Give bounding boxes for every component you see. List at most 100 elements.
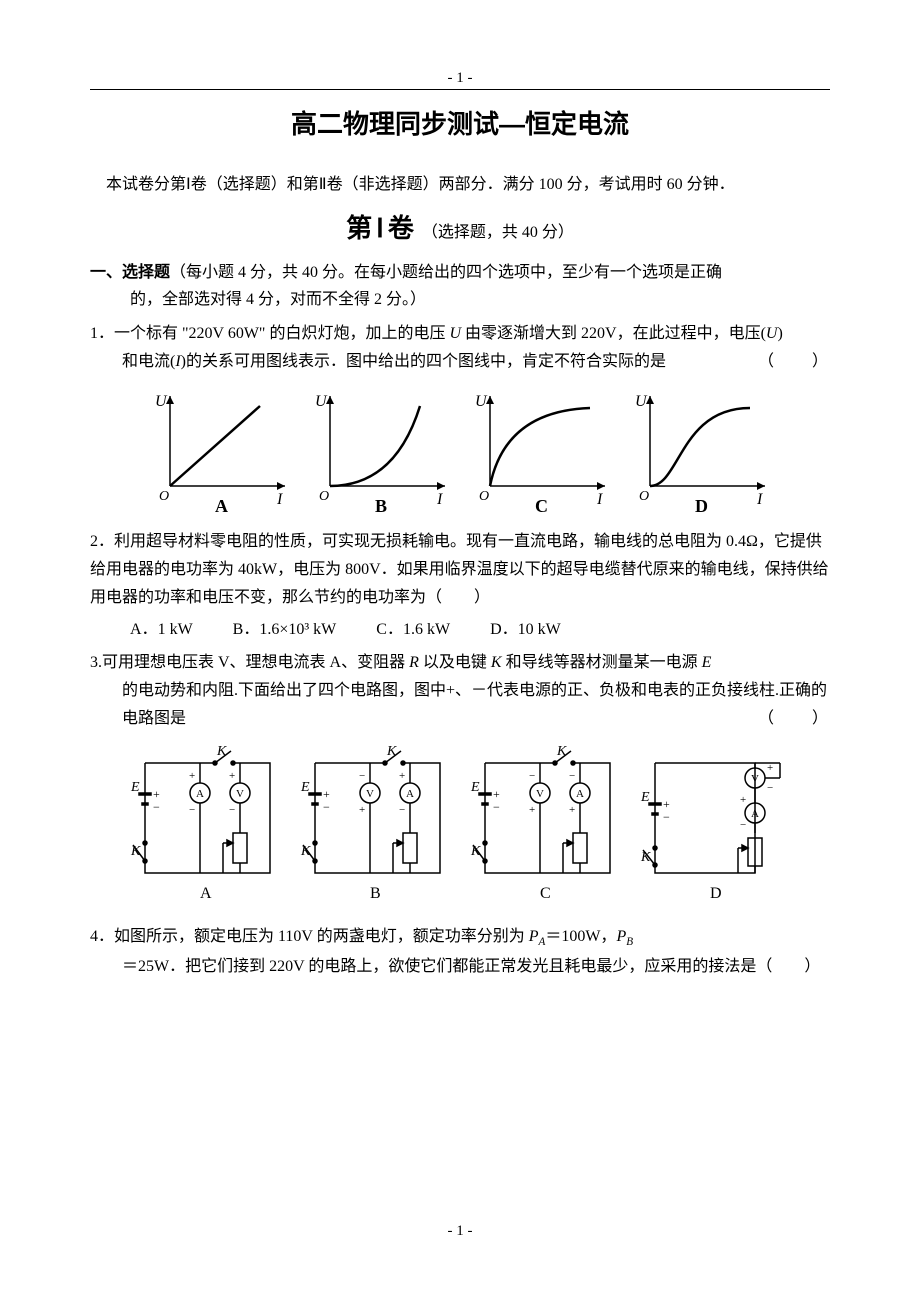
svg-text:+: + bbox=[189, 770, 195, 782]
q2-opt-b: B．1.6×10³ kW bbox=[233, 616, 337, 643]
q3-circuit-a: E +− K K A V +− +− A bbox=[125, 743, 285, 903]
mc-heading-line2: 的，全部选对得 4 分，对而不全得 2 分。） bbox=[90, 286, 830, 313]
svg-text:+: + bbox=[767, 762, 773, 774]
header-rule bbox=[90, 89, 830, 90]
svg-text:O: O bbox=[319, 489, 329, 504]
q1-text-d: )的关系可用图线表示．图中给出的四个图线中，肯定不符合实际的是 bbox=[181, 353, 666, 370]
svg-text:K: K bbox=[556, 744, 567, 759]
svg-text:+: + bbox=[569, 804, 575, 816]
q3-text-d: 的电动势和内阻.下面给出了四个电路图，图中+、－代表电源的正、负极和电表的正负接… bbox=[90, 677, 830, 733]
q1-figure-row: U I O A U I O B U I O C U I O D bbox=[90, 386, 830, 516]
svg-text:K: K bbox=[300, 844, 311, 859]
q2-options: A．1 kW B．1.6×10³ kW C．1.6 kW D．10 kW bbox=[90, 616, 830, 643]
svg-text:B: B bbox=[370, 885, 381, 902]
q1-paren: （ ） bbox=[758, 348, 830, 376]
q3-text-c: 和导线等器材测量某一电源 bbox=[502, 654, 702, 671]
svg-text:−: − bbox=[529, 770, 535, 782]
svg-text:−: − bbox=[493, 800, 500, 814]
svg-text:−: − bbox=[359, 770, 365, 782]
q2-opt-c: C．1.6 kW bbox=[376, 616, 450, 643]
section-1-title: 第Ⅰ卷 （选择题，共 40 分） bbox=[90, 208, 830, 245]
svg-text:+: + bbox=[493, 787, 500, 801]
svg-text:V: V bbox=[536, 788, 544, 800]
q3-circuit-d: E +− K V A +− +− D bbox=[635, 743, 795, 903]
q1-text-a: 一个标有 "220V 60W" 的白炽灯炮，加上的电压 bbox=[114, 325, 449, 342]
q3-E: E bbox=[702, 654, 712, 671]
section-1-note: （选择题，共 40 分） bbox=[422, 224, 574, 241]
document-title: 高二物理同步测试—恒定电流 bbox=[90, 104, 830, 141]
mc-heading-line1: （每小题 4 分，共 40 分。在每小题给出的四个选项中，至少有一个选项是正确 bbox=[170, 264, 722, 281]
svg-text:K: K bbox=[640, 850, 651, 865]
q4-text-c: ＝25W．把它们接到 220V 的电路上，欲使它们都能正常发光且耗电最少，应采用… bbox=[90, 953, 830, 981]
svg-text:D: D bbox=[710, 885, 722, 902]
svg-text:A: A bbox=[576, 788, 584, 800]
q3-text-a: 可用理想电压表 V、理想电流表 A、变阻器 bbox=[102, 654, 409, 671]
svg-text:+: + bbox=[740, 794, 746, 806]
q1-U1: U bbox=[449, 325, 461, 342]
q4-text-b: ＝100W， bbox=[545, 928, 616, 945]
svg-text:C: C bbox=[540, 885, 551, 902]
q4-num: 4． bbox=[90, 928, 114, 945]
svg-text:O: O bbox=[479, 489, 489, 504]
q1-U2: U bbox=[766, 325, 778, 342]
svg-text:D: D bbox=[695, 496, 708, 516]
question-1: 1．一个标有 "220V 60W" 的白炽灯炮，加上的电压 U 由零逐渐增大到 … bbox=[90, 320, 830, 376]
intro-paragraph: 本试卷分第Ⅰ卷（选择题）和第Ⅱ卷（非选择题）两部分．满分 100 分，考试用时 … bbox=[90, 171, 830, 198]
svg-text:+: + bbox=[359, 804, 365, 816]
svg-text:A: A bbox=[196, 788, 204, 800]
svg-text:+: + bbox=[153, 787, 160, 801]
q4-PB: P bbox=[616, 928, 626, 945]
svg-text:A: A bbox=[215, 496, 228, 516]
svg-text:E: E bbox=[640, 790, 650, 805]
q1-graph-c: U I O C bbox=[465, 386, 615, 516]
svg-text:K: K bbox=[386, 744, 397, 759]
svg-text:U: U bbox=[635, 393, 648, 410]
question-2: 2．利用超导材料零电阻的性质，可实现无损耗输电。现有一直流电路，输电线的总电阻为… bbox=[90, 528, 830, 612]
svg-text:−: − bbox=[229, 804, 235, 816]
svg-text:−: − bbox=[767, 782, 773, 794]
mc-heading-label: 一、选择题 bbox=[90, 264, 170, 281]
svg-text:E: E bbox=[470, 780, 480, 795]
svg-text:I: I bbox=[436, 491, 443, 508]
page-number-top: - 1 - bbox=[90, 70, 830, 87]
svg-text:E: E bbox=[130, 780, 140, 795]
q3-text-b: 以及电键 bbox=[419, 654, 491, 671]
svg-text:I: I bbox=[596, 491, 603, 508]
q2-text: 利用超导材料零电阻的性质，可实现无损耗输电。现有一直流电路，输电线的总电阻为 0… bbox=[90, 533, 829, 606]
q3-figure-row: E +− K K A V +− +− A E bbox=[90, 743, 830, 903]
mc-heading: 一、选择题（每小题 4 分，共 40 分。在每小题给出的四个选项中，至少有一个选… bbox=[90, 259, 830, 313]
svg-text:−: − bbox=[323, 800, 330, 814]
q2-opt-d: D．10 kW bbox=[490, 616, 561, 643]
svg-text:O: O bbox=[639, 489, 649, 504]
q1-graph-d: U I O D bbox=[625, 386, 775, 516]
svg-text:−: − bbox=[740, 819, 746, 831]
svg-text:A: A bbox=[751, 808, 759, 820]
svg-text:−: − bbox=[399, 804, 405, 816]
svg-text:+: + bbox=[663, 797, 670, 811]
q4-PB-sub: B bbox=[626, 936, 633, 948]
question-4: 4．如图所示，额定电压为 110V 的两盏电灯，额定功率分别为 PA＝100W，… bbox=[90, 923, 830, 981]
svg-text:U: U bbox=[475, 393, 488, 410]
svg-text:−: − bbox=[189, 804, 195, 816]
svg-text:C: C bbox=[535, 496, 548, 516]
q3-circuit-b: E +− K K V A −+ +− B bbox=[295, 743, 455, 903]
svg-text:+: + bbox=[323, 787, 330, 801]
svg-text:V: V bbox=[751, 773, 759, 785]
q3-paren: （ ） bbox=[758, 705, 830, 733]
svg-text:K: K bbox=[216, 744, 227, 759]
q3-K: K bbox=[491, 654, 502, 671]
q1-text-c2: 和电流( bbox=[122, 353, 175, 370]
svg-text:E: E bbox=[300, 780, 310, 795]
svg-text:V: V bbox=[236, 788, 244, 800]
q1-graph-a: U I O A bbox=[145, 386, 295, 516]
q3-circuit-c: E +− K K V A −+ −+ C bbox=[465, 743, 625, 903]
svg-text:K: K bbox=[130, 844, 141, 859]
q3-num: 3. bbox=[90, 654, 102, 671]
svg-text:U: U bbox=[155, 393, 168, 410]
svg-text:K: K bbox=[470, 844, 481, 859]
q2-opt-a: A．1 kW bbox=[130, 616, 193, 643]
svg-text:−: − bbox=[663, 810, 670, 824]
svg-text:+: + bbox=[529, 804, 535, 816]
svg-text:I: I bbox=[276, 491, 283, 508]
svg-text:B: B bbox=[375, 496, 387, 516]
